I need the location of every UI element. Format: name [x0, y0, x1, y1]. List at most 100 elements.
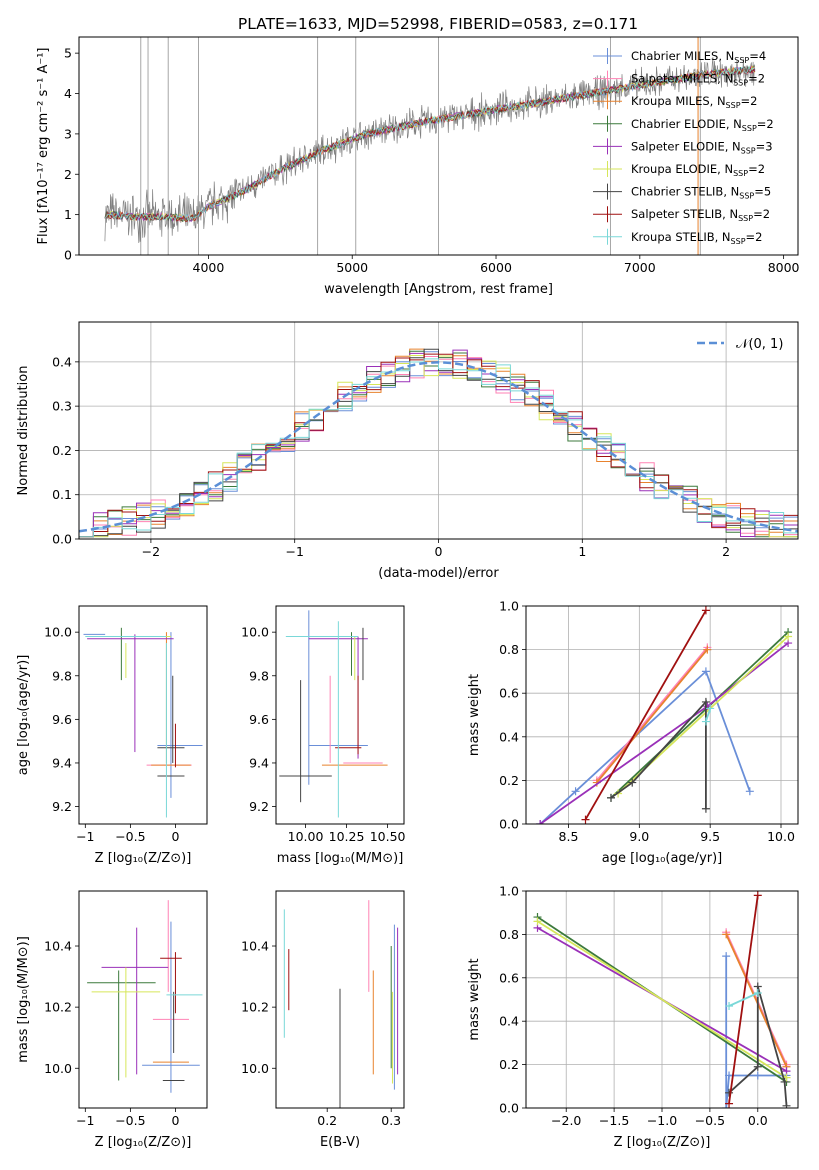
weight-line — [539, 669, 751, 824]
y-tick-label: 10.0 — [44, 1061, 72, 1076]
weight-marker — [725, 1099, 734, 1108]
x-tick-label: 10.25 — [329, 829, 365, 844]
chart-age-vs-Z: −1 −0.5 0 9.2 9.4 9.6 9.8 10.0 Z [log₁₀(Z/Z⊙)] ag… — [16, 605, 208, 866]
y-tick-label: 9.8 — [52, 668, 72, 683]
y-tick-label: 0.2 — [52, 443, 72, 458]
y-tick-label: 1.0 — [499, 884, 519, 899]
x-tick-label: 8.5 — [559, 829, 579, 844]
y-axis-label: Flux [fλ10⁻¹⁷ erg cm⁻² s⁻¹ A⁻¹] — [36, 48, 51, 245]
y-tick-label: 0.0 — [499, 817, 519, 832]
weight-marker — [745, 787, 754, 796]
x-tick-label: 4000 — [193, 260, 225, 275]
weight-marker — [753, 891, 762, 900]
weight-line — [596, 649, 708, 784]
axes-frame — [78, 321, 799, 540]
y-tick-label: 9.6 — [52, 712, 72, 727]
residual-histogram — [79, 358, 798, 538]
weight-marker — [607, 793, 615, 802]
y-tick-label: 0.4 — [499, 729, 519, 744]
y-tick-label: 0.2 — [499, 773, 519, 788]
y-tick-label: 10.0 — [44, 625, 72, 640]
x-tick-label: 9.5 — [700, 829, 720, 844]
legend-label: Chabrier STELIB, NSSP=5 — [631, 185, 771, 201]
y-tick-label: 0.3 — [52, 399, 72, 414]
x-tick-label: 0.0 — [748, 1113, 768, 1128]
plot-area-age-vs-Z — [83, 627, 203, 818]
x-tick-label: −2 — [142, 544, 160, 559]
weight-marker — [722, 930, 731, 939]
y-tick-label: 10.0 — [241, 1061, 269, 1076]
weight-marker — [628, 778, 637, 787]
y-axis-label: mass weight — [467, 958, 482, 1040]
weight-line — [728, 992, 759, 1007]
weight-marker — [780, 1077, 789, 1086]
x-tick-label: 10.00 — [288, 829, 324, 844]
x-tick-label: 0 — [171, 829, 179, 844]
x-tick-label: −1 — [285, 544, 303, 559]
plots-layer: 4000 5000 6000 7000 8000 0 1 2 3 4 5 Chabrier MILES… — [16, 36, 800, 1150]
y-tick-label: 9.2 — [52, 799, 72, 814]
y-tick-label: 10.2 — [44, 1000, 72, 1015]
y-tick-label: 0.4 — [52, 354, 72, 369]
weight-marker — [753, 1062, 762, 1071]
y-tick-label: 0.0 — [499, 1101, 519, 1116]
y-tick-label: 4 — [64, 86, 72, 101]
weight-line — [725, 931, 788, 1065]
x-tick-label: 0.2 — [317, 1113, 337, 1128]
weight-marker — [701, 697, 710, 706]
y-tick-label: 2 — [64, 167, 72, 182]
y-tick-label: 0.6 — [499, 686, 519, 701]
axes-frame — [275, 605, 405, 825]
x-tick-label: −1 — [76, 1113, 94, 1128]
x-axis-label: age [log₁₀(age/yr)] — [602, 851, 723, 866]
x-tick-label: 7000 — [624, 260, 656, 275]
model-spectrum — [104, 66, 756, 222]
x-axis-label: Z [log₁₀(Z/Z⊙)] — [95, 1135, 192, 1150]
plot-area-mass-weight-vs-Z — [533, 891, 791, 1108]
weight-marker — [701, 667, 710, 676]
weight-marker — [722, 1104, 731, 1108]
y-tick-label: 0.6 — [499, 970, 519, 985]
weight-marker — [701, 606, 710, 615]
weight-marker — [784, 632, 793, 641]
weight-marker — [725, 1071, 734, 1080]
y-tick-label: 1 — [64, 207, 72, 222]
weight-line — [596, 646, 708, 781]
axes-frame — [78, 890, 208, 1109]
weight-line — [725, 956, 787, 1108]
x-tick-label: −1.0 — [647, 1113, 677, 1128]
chart-residuals: −2 −1 0 1 2 0.0 0.1 0.2 0.3 0.4 𝒩(0, 1) (data-model… — [16, 321, 799, 581]
weight-marker — [753, 988, 762, 997]
y-tick-label: 9.2 — [249, 799, 269, 814]
y-tick-label: 0.8 — [499, 927, 519, 942]
x-tick-label: 10.0 — [767, 829, 795, 844]
chart-mass-weight-vs-age: 8.5 9.0 9.5 10.0 0.0 0.2 0.4 0.6 0.8 1.0 age [log₁… — [467, 599, 799, 866]
y-tick-label: 0 — [64, 248, 72, 263]
axes-frame — [78, 36, 799, 256]
axes-frame — [275, 890, 405, 1109]
y-tick-label: 5 — [64, 46, 72, 61]
weight-marker — [701, 717, 710, 726]
x-axis-label: (data-model)/error — [378, 566, 499, 581]
weight-line — [705, 708, 712, 722]
y-tick-label: 1.0 — [499, 599, 519, 614]
x-axis-label: E(B-V) — [320, 1135, 360, 1150]
x-tick-label: 10.50 — [370, 829, 406, 844]
y-axis-label: mass [log₁₀(M/M⊙)] — [16, 936, 31, 1063]
weight-marker — [581, 815, 590, 824]
weight-line — [610, 631, 789, 799]
y-tick-label: 0.8 — [499, 642, 519, 657]
x-tick-label: 0.3 — [381, 1113, 401, 1128]
x-tick-label: 6000 — [480, 260, 512, 275]
y-tick-label: 10.4 — [44, 939, 72, 954]
x-tick-label: 1 — [578, 544, 586, 559]
weight-line — [610, 699, 707, 809]
y-tick-label: 0.2 — [499, 1057, 519, 1072]
y-tick-label: 10.0 — [241, 625, 269, 640]
x-tick-label: 0 — [171, 1113, 179, 1128]
weight-marker — [571, 787, 580, 796]
weight-line — [537, 920, 787, 1079]
y-tick-label: 9.6 — [249, 712, 269, 727]
plot-area-mass-vs-Z — [87, 900, 203, 1093]
